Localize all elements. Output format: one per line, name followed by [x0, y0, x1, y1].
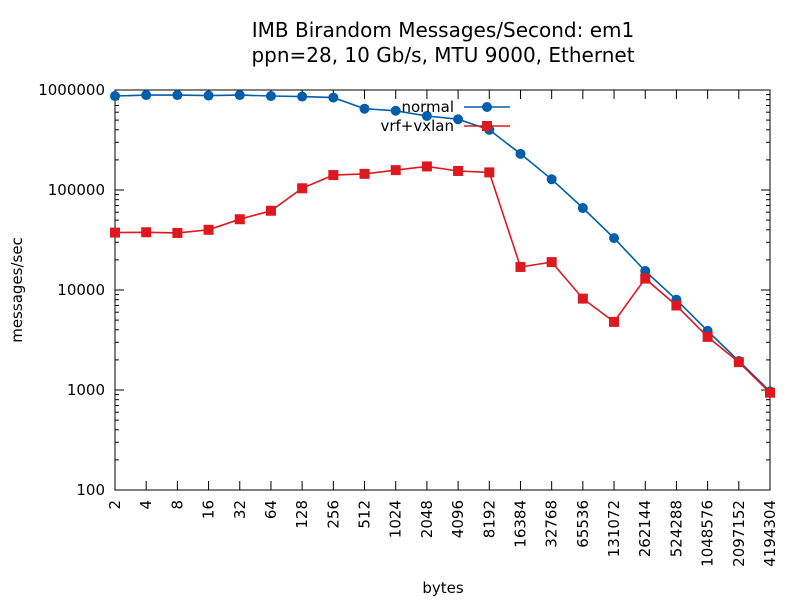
- data-point-normal: [577, 203, 588, 214]
- x-tick-label: 16: [200, 500, 218, 519]
- x-tick-label: 65536: [574, 500, 592, 548]
- x-tick-label: 4: [137, 500, 155, 510]
- data-point-vrf+vxlan: [577, 293, 588, 304]
- data-point-vrf+vxlan: [640, 273, 651, 284]
- x-tick-label: 524288: [667, 500, 685, 557]
- data-point-normal: [609, 233, 620, 244]
- x-tick-label: 131072: [605, 500, 623, 557]
- data-point-vrf+vxlan: [421, 161, 432, 172]
- x-tick-label: 128: [293, 500, 311, 529]
- x-tick-label: 4096: [449, 500, 467, 538]
- data-point-vrf+vxlan: [765, 387, 775, 398]
- x-tick-label: 2097152: [730, 500, 748, 567]
- series-line-normal: [114, 94, 771, 392]
- chart-title: IMB Birandom Messages/Second: em1: [252, 18, 634, 42]
- data-point-vrf+vxlan: [110, 227, 120, 238]
- data-point-vrf+vxlan: [328, 170, 339, 181]
- data-point-normal: [203, 90, 214, 101]
- data-point-vrf+vxlan: [390, 165, 401, 176]
- data-point-vrf+vxlan: [234, 214, 245, 225]
- data-point-vrf+vxlan: [484, 167, 495, 178]
- y-tick-label: 10000: [57, 281, 105, 299]
- y-tick-label: 1000: [67, 381, 105, 399]
- data-point-normal: [546, 174, 557, 185]
- data-point-vrf+vxlan: [172, 227, 183, 238]
- data-point-vrf+vxlan: [453, 165, 464, 176]
- x-tick-label: 2: [106, 500, 124, 510]
- y-axis-label: messages/sec: [8, 237, 26, 343]
- legend-marker-normal: [482, 102, 492, 112]
- data-point-vrf+vxlan: [546, 257, 557, 268]
- x-tick-label: 1024: [387, 500, 405, 538]
- data-point-vrf+vxlan: [671, 300, 682, 311]
- data-point-vrf+vxlan: [203, 224, 214, 235]
- legend-label-normal: normal: [401, 98, 454, 116]
- data-point-normal: [640, 265, 651, 276]
- data-point-vrf+vxlan: [359, 168, 370, 179]
- chart-subtitle: ppn=28, 10 Gb/s, MTU 9000, Ethernet: [251, 43, 634, 67]
- legend-marker-vrf+vxlan: [482, 121, 492, 131]
- x-tick-label: 262144: [636, 500, 654, 557]
- x-axis-ticks: 2 4 8 16 32 64 128 256 512 1024 2048 4096 8192 16384 3…: [106, 90, 779, 567]
- x-tick-label: 8192: [480, 500, 498, 538]
- data-point-normal: [359, 103, 370, 114]
- y-tick-label: 100000: [48, 181, 105, 199]
- data-point-normal: [328, 92, 339, 103]
- data-point-normal: [421, 110, 432, 121]
- data-point-normal: [172, 90, 183, 101]
- x-tick-label: 16384: [511, 500, 529, 548]
- data-point-vrf+vxlan: [515, 261, 526, 272]
- series-line-vrf+vxlan: [114, 165, 771, 394]
- data-point-vrf+vxlan: [265, 205, 276, 216]
- plot-frame: [114, 89, 771, 491]
- x-tick-label: 4194304: [761, 500, 779, 567]
- y-tick-label: 100: [76, 481, 105, 499]
- data-point-normal: [234, 90, 245, 101]
- x-tick-label: 2048: [418, 500, 436, 538]
- x-tick-label: 8: [168, 500, 186, 510]
- legend-label-vrf+vxlan: vrf+vxlan: [380, 117, 454, 135]
- x-tick-label: 64: [262, 500, 280, 519]
- x-tick-label: 256: [324, 500, 342, 529]
- series-lines: [110, 90, 775, 398]
- y-axis-ticks: 100 1000 10000 100000 1000000: [38, 81, 770, 499]
- x-tick-label: 32: [231, 500, 249, 519]
- data-point-normal: [390, 105, 401, 116]
- data-point-vrf+vxlan: [297, 183, 308, 194]
- data-point-vrf+vxlan: [609, 316, 620, 327]
- data-point-normal: [141, 90, 152, 101]
- data-point-vrf+vxlan: [702, 331, 713, 342]
- data-point-vrf+vxlan: [141, 227, 152, 238]
- x-tick-label: 1048576: [699, 500, 717, 567]
- data-point-vrf+vxlan: [733, 357, 744, 368]
- data-point-normal: [297, 91, 308, 102]
- data-point-normal: [110, 91, 120, 102]
- y-tick-label: 1000000: [38, 81, 105, 99]
- data-point-normal: [453, 114, 464, 125]
- x-tick-label: 32768: [543, 500, 561, 548]
- data-point-normal: [515, 148, 526, 159]
- data-point-normal: [265, 91, 276, 102]
- x-axis-label: bytes: [422, 579, 464, 597]
- x-tick-label: 512: [356, 500, 374, 529]
